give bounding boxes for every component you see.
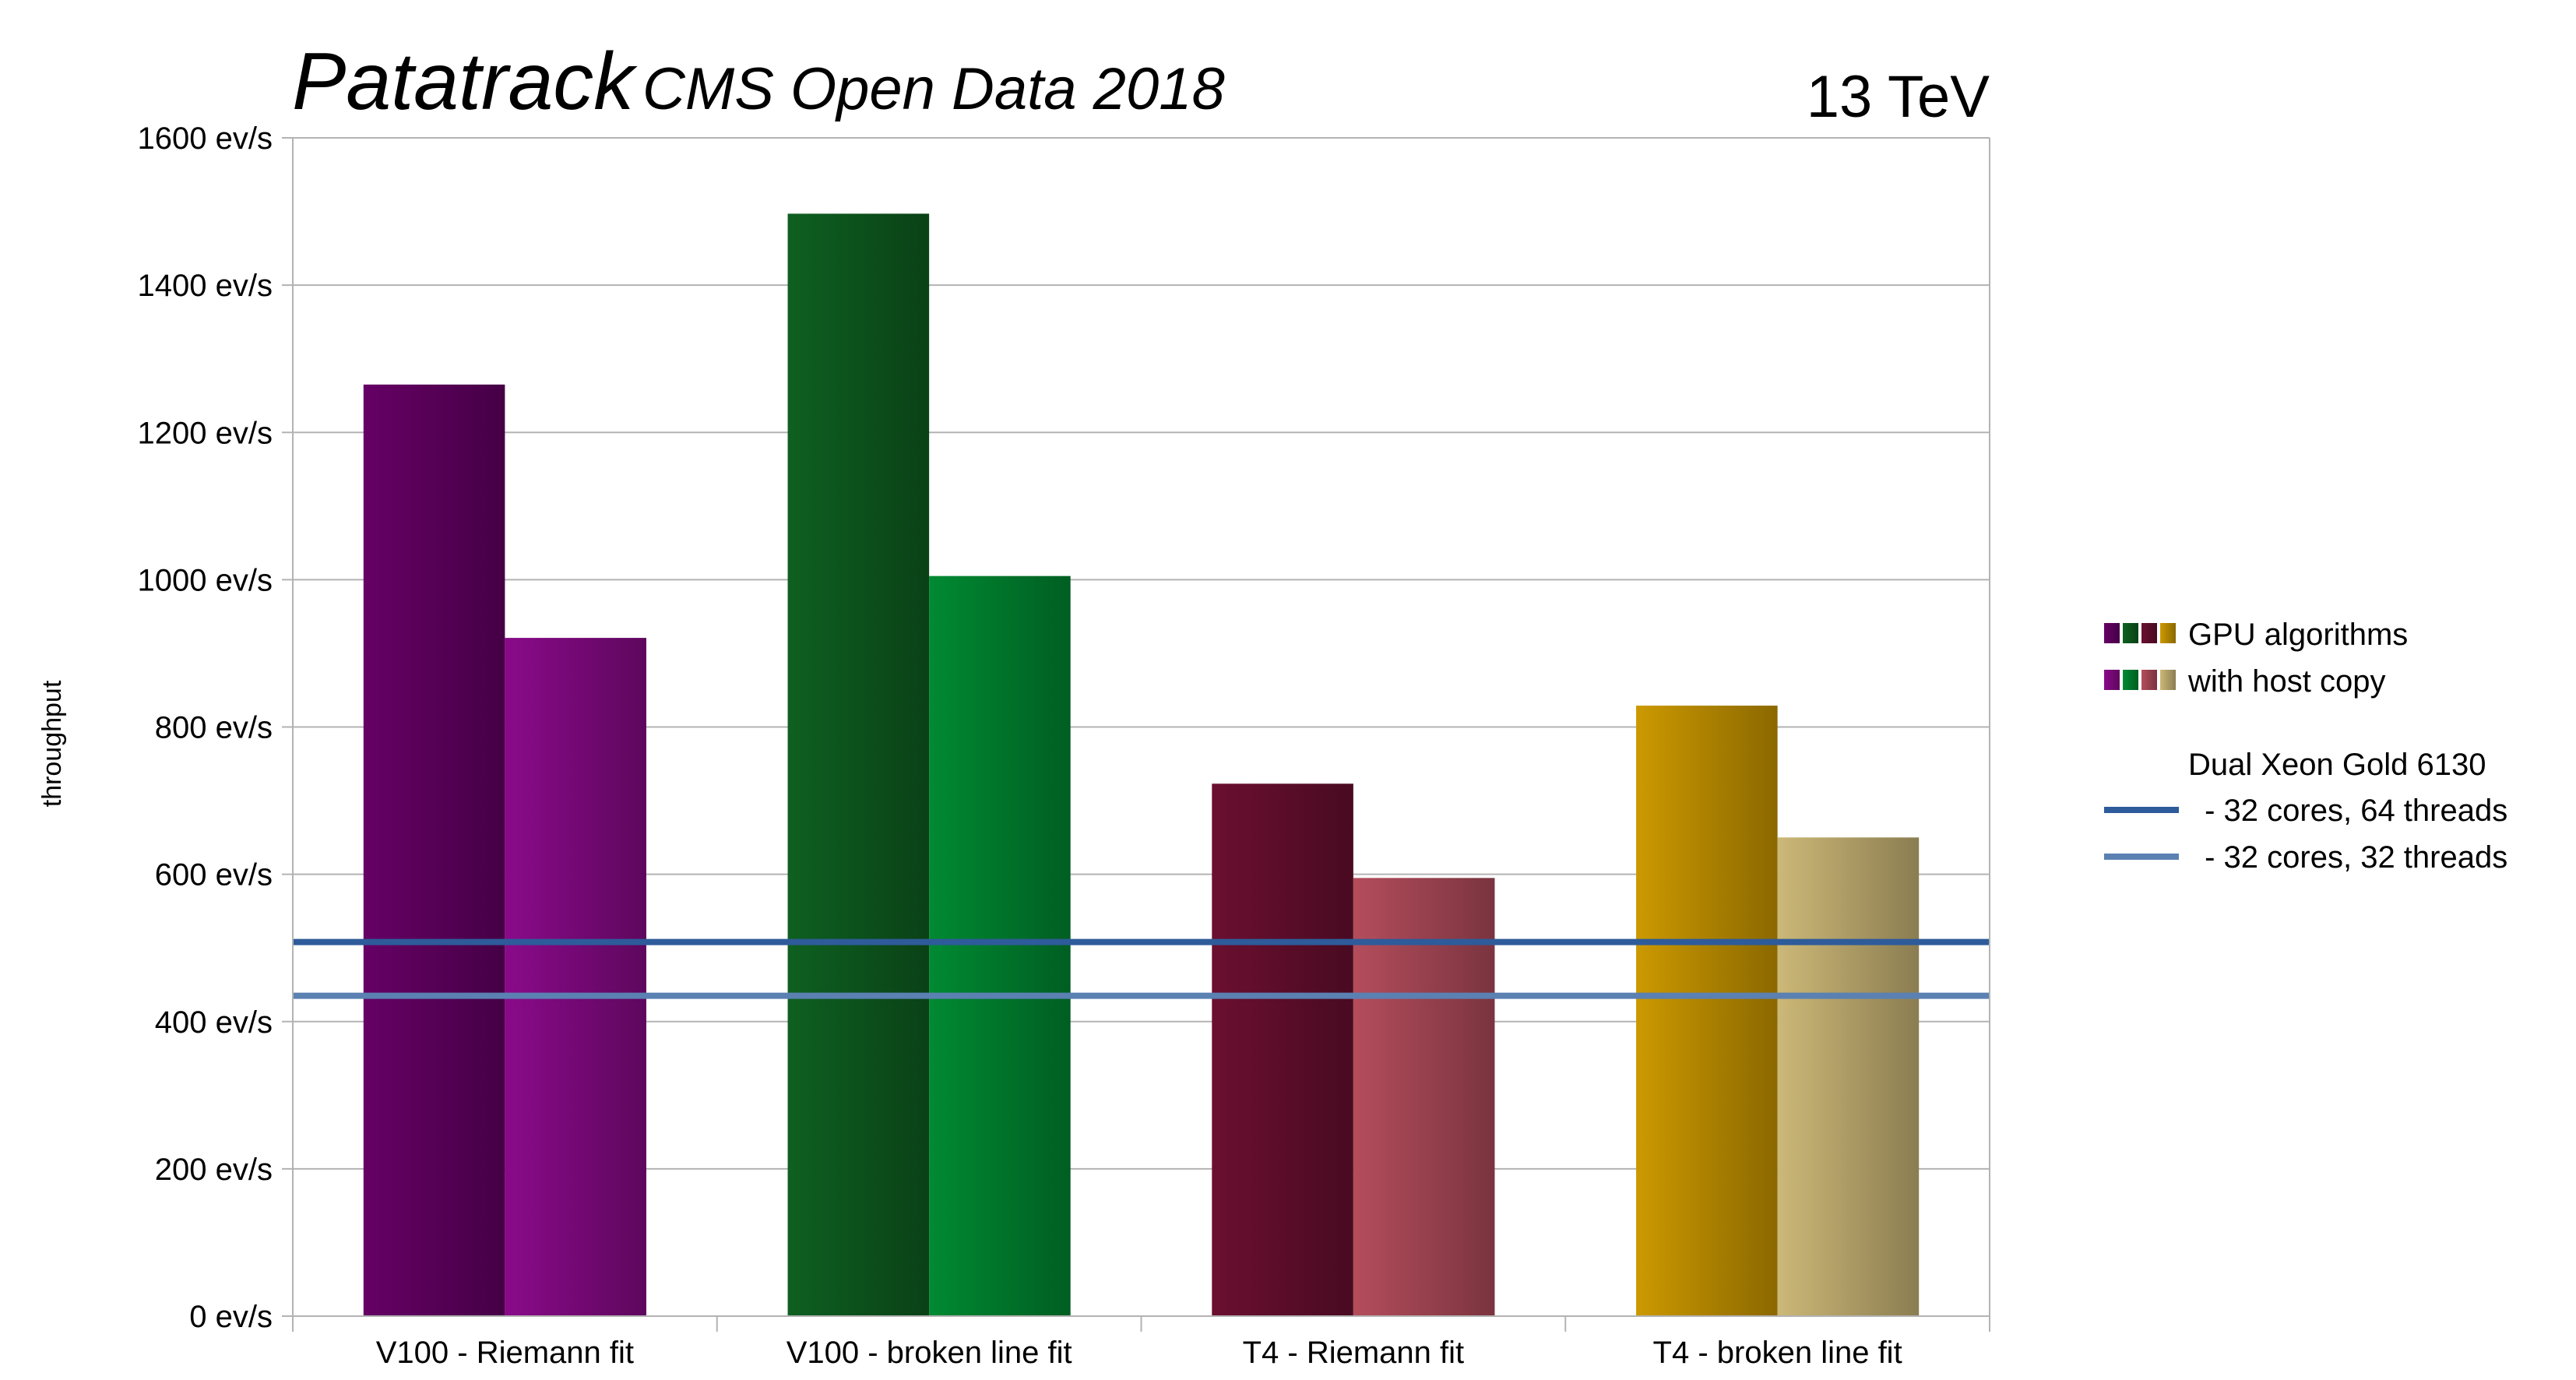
x-category-label: T4 - Riemann fit [1243,1336,1465,1370]
legend-swatch [2141,670,2157,690]
bar-gpu-2 [1212,783,1353,1316]
legend-swatch [2160,623,2176,643]
x-category-labels: V100 - Riemann fit V100 - broken line fit… [376,1336,1902,1370]
bar-host-copy-2 [1353,878,1495,1316]
reference-lines [293,938,1990,999]
y-tick-label: 400 ev/s [155,1005,273,1040]
bar-host-copy-0 [505,638,646,1316]
legend-label-host-copy: with host copy [2187,664,2385,699]
legend-swatches-host-copy [2104,670,2176,690]
y-tick-label: 1400 ev/s [138,269,273,303]
y-tick-label: 800 ev/s [155,711,273,745]
legend-swatch [2141,623,2157,643]
y-tick-label: 1600 ev/s [138,121,273,156]
y-tick-labels: 0 ev/s 200 ev/s 400 ev/s 600 ev/s 800 ev/s 10… [138,121,273,1334]
legend-label-gpu: GPU algorithms [2188,618,2408,652]
bar-host-copy-3 [1777,837,1920,1316]
bar-host-copy-1 [929,576,1071,1316]
legend: GPU algorithms with host copy Dual Xeon … [2104,618,2507,875]
bar-gpu-0 [363,384,505,1316]
bar-gpu-3 [1636,706,1778,1316]
energy-label: 13 TeV [1807,64,1990,130]
x-category-label: V100 - Riemann fit [376,1336,634,1370]
x-category-label: V100 - broken line fit [787,1336,1072,1370]
y-tick-label: 1200 ev/s [138,416,273,450]
legend-swatch [2104,670,2120,690]
y-tick-label: 600 ev/s [155,858,273,892]
chart-title: Patatrack [292,37,638,127]
legend-swatch [2160,670,2176,690]
x-category-label: T4 - broken line fit [1653,1336,1902,1370]
chart-subtitle: CMS Open Data 2018 [642,56,1225,122]
y-tick-label: 1000 ev/s [138,563,273,597]
legend-ref-group-label: Dual Xeon Gold 6130 [2188,748,2486,782]
y-tick-label: 0 ev/s [189,1300,273,1334]
legend-swatch [2123,670,2138,690]
legend-swatch [2104,623,2120,643]
legend-ref-label-64-threads: - 32 cores, 64 threads [2196,794,2507,828]
y-tick-label: 200 ev/s [155,1153,273,1187]
bar-gpu-1 [787,213,930,1316]
legend-ref-label-32-threads: - 32 cores, 32 threads [2196,840,2507,875]
axes [282,137,1990,1332]
y-axis-title: throughput [37,680,67,807]
legend-swatches-gpu [2104,623,2176,643]
bars [363,213,1920,1316]
legend-swatch [2123,623,2138,643]
